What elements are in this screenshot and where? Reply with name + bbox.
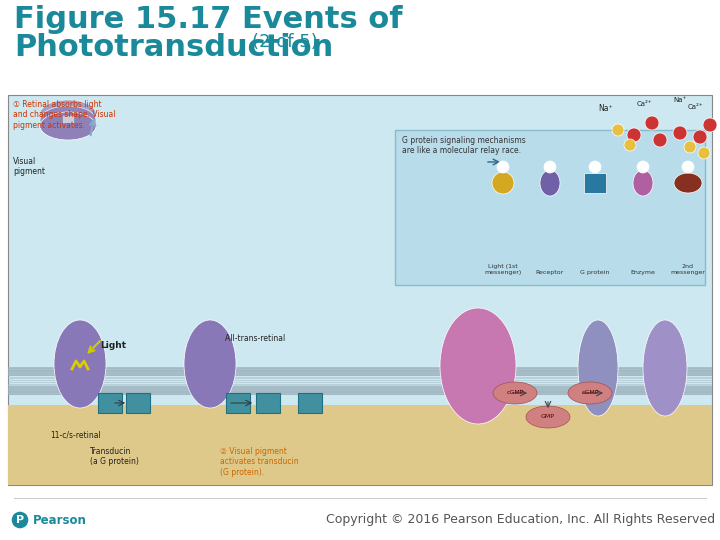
Text: Na⁺: Na⁺ <box>599 104 613 113</box>
Ellipse shape <box>40 106 96 134</box>
Bar <box>584 173 606 193</box>
Bar <box>8 382 712 383</box>
Ellipse shape <box>440 308 516 424</box>
Bar <box>8 367 712 376</box>
Ellipse shape <box>684 141 696 153</box>
Bar <box>226 393 250 413</box>
Bar <box>8 368 712 369</box>
Ellipse shape <box>544 161 556 173</box>
Ellipse shape <box>578 320 618 416</box>
Ellipse shape <box>612 124 624 136</box>
Text: Visual
pigment: Visual pigment <box>13 157 45 177</box>
Ellipse shape <box>653 133 667 147</box>
Ellipse shape <box>589 161 601 173</box>
Text: G protein signaling mechanisms
are like a molecular relay race.: G protein signaling mechanisms are like … <box>402 136 526 156</box>
Text: Light (1st
messenger): Light (1st messenger) <box>485 264 521 275</box>
Ellipse shape <box>682 161 694 173</box>
Text: (2 of 5): (2 of 5) <box>252 33 318 51</box>
Bar <box>298 393 322 413</box>
Ellipse shape <box>526 406 570 428</box>
Bar <box>8 392 712 393</box>
Text: Ca²⁺: Ca²⁺ <box>636 101 652 107</box>
Ellipse shape <box>493 382 537 404</box>
Ellipse shape <box>693 130 707 144</box>
Text: P: P <box>16 515 24 525</box>
Bar <box>8 389 712 390</box>
Bar <box>8 405 712 485</box>
Bar <box>8 380 712 381</box>
Ellipse shape <box>637 161 649 173</box>
Text: GMP: GMP <box>541 415 555 420</box>
Text: G protein: G protein <box>580 270 610 275</box>
Text: cGMP: cGMP <box>581 390 599 395</box>
Ellipse shape <box>674 173 702 193</box>
Text: Na⁺: Na⁺ <box>673 97 687 103</box>
Ellipse shape <box>645 116 659 130</box>
Ellipse shape <box>184 320 236 408</box>
Ellipse shape <box>643 320 687 416</box>
Ellipse shape <box>568 382 612 404</box>
Text: 11-c/s-retinal: 11-c/s-retinal <box>50 430 101 439</box>
Text: All-​trans-retinal: All-​trans-retinal <box>225 334 285 343</box>
Bar <box>8 95 712 485</box>
Bar <box>8 394 712 395</box>
Bar <box>8 373 712 374</box>
Text: Copyright © 2016 Pearson Education, Inc. All Rights Reserved: Copyright © 2016 Pearson Education, Inc.… <box>326 513 715 526</box>
Text: ② Visual pigment
activates transducin
(G protein).: ② Visual pigment activates transducin (G… <box>220 447 299 477</box>
Ellipse shape <box>633 170 653 196</box>
Ellipse shape <box>624 139 636 151</box>
Ellipse shape <box>40 112 96 140</box>
Text: Transducin
(a G protein): Transducin (a G protein) <box>90 447 139 467</box>
Text: Receptor: Receptor <box>536 270 564 275</box>
Bar <box>8 370 712 372</box>
Bar <box>62 115 74 123</box>
Text: Figure 15.17 Events of: Figure 15.17 Events of <box>14 5 402 34</box>
Bar <box>395 130 705 285</box>
Ellipse shape <box>627 128 641 142</box>
Ellipse shape <box>492 172 514 194</box>
Bar <box>8 384 712 386</box>
Bar <box>126 393 150 413</box>
Ellipse shape <box>54 320 106 408</box>
Bar <box>98 393 122 413</box>
Text: Light: Light <box>100 341 126 350</box>
Text: Pearson: Pearson <box>33 514 87 526</box>
Bar <box>8 386 712 395</box>
Bar <box>256 393 280 413</box>
Ellipse shape <box>698 147 710 159</box>
Text: ① Retinal absorbs light
and changes shape. Visual
pigment activates.: ① Retinal absorbs light and changes shap… <box>13 100 115 130</box>
Ellipse shape <box>673 126 687 140</box>
Text: Ca²⁺: Ca²⁺ <box>687 104 703 110</box>
Ellipse shape <box>40 100 96 128</box>
Ellipse shape <box>497 161 509 173</box>
Ellipse shape <box>703 118 717 132</box>
Circle shape <box>11 511 29 529</box>
Bar <box>8 377 712 379</box>
Bar <box>8 387 712 388</box>
Text: Enzyme: Enzyme <box>631 270 655 275</box>
Ellipse shape <box>540 170 560 196</box>
Text: cGMP: cGMP <box>506 390 523 395</box>
Bar <box>8 375 712 376</box>
Text: 2nd
messenger: 2nd messenger <box>670 264 706 275</box>
Text: Phototransduction: Phototransduction <box>14 33 333 62</box>
